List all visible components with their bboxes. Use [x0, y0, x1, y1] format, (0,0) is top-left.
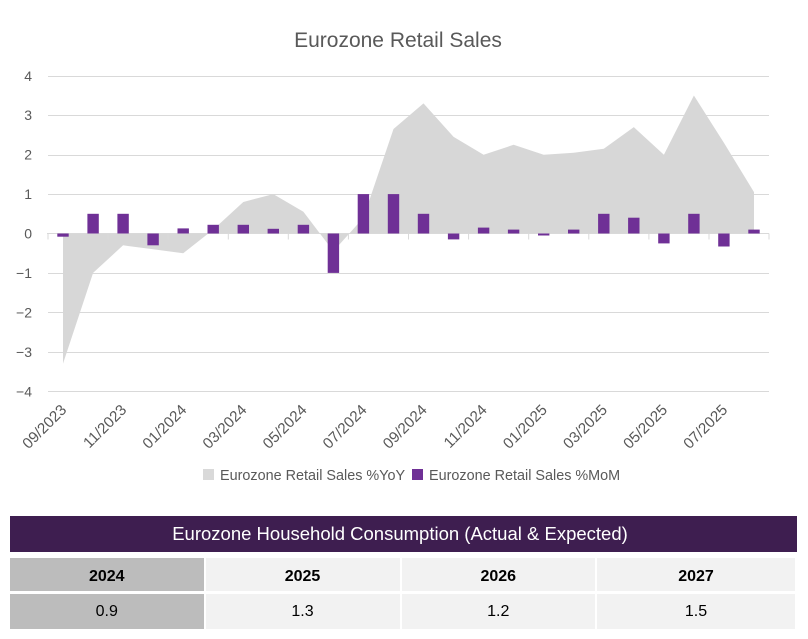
svg-text:−3: −3 [16, 344, 32, 360]
svg-text:01/2024: 01/2024 [139, 402, 190, 453]
svg-text:Eurozone Retail Sales %YoY: Eurozone Retail Sales %YoY [220, 468, 405, 484]
svg-text:4: 4 [24, 68, 32, 84]
svg-text:09/2024: 09/2024 [380, 402, 431, 453]
svg-text:−2: −2 [16, 304, 32, 320]
svg-text:05/2024: 05/2024 [260, 402, 311, 453]
svg-text:01/2025: 01/2025 [500, 402, 551, 453]
svg-text:−1: −1 [16, 265, 32, 281]
svg-text:−4: −4 [16, 383, 32, 399]
svg-text:1: 1 [24, 186, 32, 202]
svg-text:09/2023: 09/2023 [19, 402, 70, 453]
svg-text:05/2025: 05/2025 [620, 402, 671, 453]
svg-text:11/2024: 11/2024 [441, 402, 491, 452]
svg-text:03/2024: 03/2024 [200, 402, 251, 453]
svg-text:Eurozone Retail Sales %MoM: Eurozone Retail Sales %MoM [429, 468, 620, 484]
svg-text:2: 2 [24, 147, 32, 163]
svg-text:07/2024: 07/2024 [320, 402, 371, 453]
svg-text:3: 3 [24, 107, 32, 123]
svg-text:07/2025: 07/2025 [680, 402, 731, 453]
svg-text:03/2025: 03/2025 [560, 402, 611, 453]
svg-text:Eurozone Retail Sales: Eurozone Retail Sales [294, 29, 502, 52]
svg-text:11/2023: 11/2023 [80, 402, 130, 452]
svg-text:0: 0 [24, 226, 32, 242]
